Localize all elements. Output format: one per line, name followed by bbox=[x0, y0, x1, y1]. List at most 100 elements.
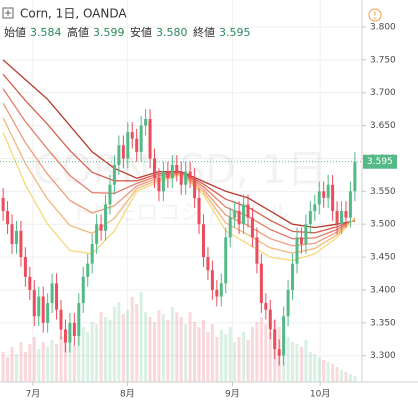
open-label: 始値 bbox=[4, 25, 26, 39]
candle-body bbox=[104, 204, 108, 231]
candle-body bbox=[1, 197, 5, 212]
volume-bar bbox=[90, 322, 94, 382]
volume-bar bbox=[68, 342, 72, 382]
volume-bar bbox=[299, 347, 303, 382]
volume-bar bbox=[268, 332, 272, 382]
volume-bar bbox=[108, 320, 112, 382]
volume-bar bbox=[50, 340, 54, 382]
volume-bar bbox=[197, 327, 201, 382]
x-tick-label: 10月 bbox=[310, 389, 330, 400]
candle-body bbox=[313, 204, 317, 212]
close-value: 3.595 bbox=[219, 26, 251, 39]
volume-bar bbox=[242, 332, 246, 382]
volume-bar bbox=[126, 310, 130, 382]
volume-bar bbox=[148, 317, 152, 382]
volume-bar bbox=[304, 340, 308, 382]
alert-icon[interactable] bbox=[368, 8, 382, 22]
volume-bar bbox=[219, 330, 223, 382]
volume-bar bbox=[72, 346, 76, 382]
volume-bar bbox=[170, 307, 174, 382]
symbol-title: Corn, 1日, OANDA bbox=[20, 7, 127, 21]
candle-body bbox=[37, 296, 41, 317]
high-value: 3.599 bbox=[93, 26, 125, 39]
volume-bar bbox=[55, 344, 59, 382]
candle-body bbox=[322, 191, 326, 198]
candle-body bbox=[233, 211, 237, 218]
candle-body bbox=[224, 237, 228, 284]
header: Corn, 1日, OANDA 始値 3.584 高値 3.599 安値 3.5… bbox=[2, 7, 382, 39]
y-tick-label: 3.650 bbox=[370, 121, 396, 131]
candle-body bbox=[304, 224, 308, 244]
candle-body bbox=[170, 165, 174, 179]
candle-body bbox=[228, 217, 232, 238]
candle-body bbox=[144, 119, 148, 126]
volume-bar bbox=[121, 314, 125, 382]
candle-body bbox=[112, 165, 116, 185]
candle-body bbox=[250, 217, 254, 238]
expand-icon[interactable] bbox=[2, 7, 14, 19]
candle-body bbox=[215, 289, 219, 297]
candle-body bbox=[340, 211, 344, 225]
candle-body bbox=[41, 296, 45, 323]
candle-body bbox=[317, 191, 321, 205]
volume-bar bbox=[81, 327, 85, 382]
volume-bar bbox=[326, 362, 330, 382]
volume-bar bbox=[201, 320, 205, 382]
volume-bar bbox=[335, 367, 339, 382]
last-price-label: 3.595 bbox=[367, 157, 393, 167]
candle-body bbox=[72, 322, 76, 336]
volume-bar bbox=[86, 332, 90, 382]
candle-body bbox=[277, 349, 281, 356]
low-label: 安値 bbox=[130, 25, 152, 39]
candle-body bbox=[255, 237, 259, 264]
candle-body bbox=[348, 191, 352, 218]
x-tick-label: 7月 bbox=[26, 389, 41, 400]
y-tick-label: 3.800 bbox=[370, 22, 396, 32]
candle-body bbox=[291, 263, 295, 290]
volume-bar bbox=[344, 372, 348, 382]
candle-body bbox=[117, 145, 121, 166]
candle-body bbox=[184, 171, 188, 185]
volume-bar bbox=[246, 340, 250, 382]
candle-body bbox=[135, 138, 139, 152]
volume-bar bbox=[224, 334, 228, 382]
open-value: 3.584 bbox=[30, 26, 62, 39]
candle-body bbox=[28, 276, 32, 290]
high-label: 高値 bbox=[67, 25, 89, 39]
candle-body bbox=[157, 178, 161, 192]
x-tick-label: 8月 bbox=[120, 389, 135, 400]
y-tick-label: 3.550 bbox=[370, 187, 396, 197]
candle-body bbox=[286, 289, 290, 317]
candle-body bbox=[335, 211, 339, 225]
candle-body bbox=[246, 204, 250, 218]
candle-body bbox=[282, 316, 286, 356]
volume-bar bbox=[95, 324, 99, 382]
volume-bar bbox=[255, 322, 259, 382]
volume-bar bbox=[317, 357, 321, 382]
candle-body bbox=[130, 132, 134, 139]
y-tick-label: 3.300 bbox=[370, 351, 396, 361]
y-tick-label: 3.750 bbox=[370, 55, 396, 65]
close-label: 終値 bbox=[193, 25, 215, 39]
candle-body bbox=[50, 283, 54, 304]
volume-bar bbox=[10, 347, 14, 382]
candle-body bbox=[210, 270, 214, 290]
volume-bar bbox=[237, 337, 241, 382]
volume-bar bbox=[153, 322, 157, 382]
candle-body bbox=[95, 224, 99, 244]
volume-bar bbox=[340, 370, 344, 382]
candle-body bbox=[108, 184, 112, 205]
candles bbox=[0, 109, 362, 366]
y-tick-label: 3.400 bbox=[370, 285, 396, 295]
volume-bar bbox=[291, 342, 295, 382]
volume-bar bbox=[23, 352, 27, 382]
y-tick-label: 3.700 bbox=[370, 88, 396, 98]
candle-body bbox=[23, 257, 27, 277]
volume-bar bbox=[144, 312, 148, 382]
candle-body bbox=[14, 230, 18, 244]
candle-body bbox=[344, 211, 348, 218]
candle-body bbox=[10, 224, 14, 244]
candle-body bbox=[259, 263, 263, 304]
